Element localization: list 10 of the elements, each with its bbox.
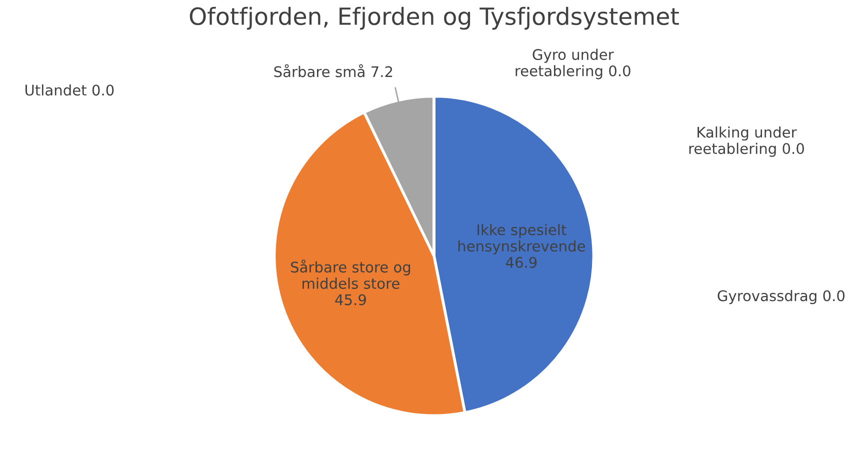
- category-label: Gyro under reetablering 0.0: [516, 48, 630, 80]
- category-label: Utlandet 0.0: [26, 84, 114, 96]
- category-label: Kalking under reetablering 0.0: [689, 126, 804, 157]
- data-label: 45.9: [335, 294, 366, 306]
- slice-label: Sårbare store og middels store: [291, 260, 410, 289]
- chart-title: Ofotfjorden, Efjorden og Tysfjordsystemet: [190, 6, 679, 30]
- data-label: 46.9: [506, 256, 537, 268]
- category-label: Gyrovassdrag 0.0: [718, 290, 845, 304]
- slice-label: Sårbare små 7.2: [274, 64, 392, 78]
- slice-label: Ikke spesielt hensynskrevende: [458, 224, 585, 254]
